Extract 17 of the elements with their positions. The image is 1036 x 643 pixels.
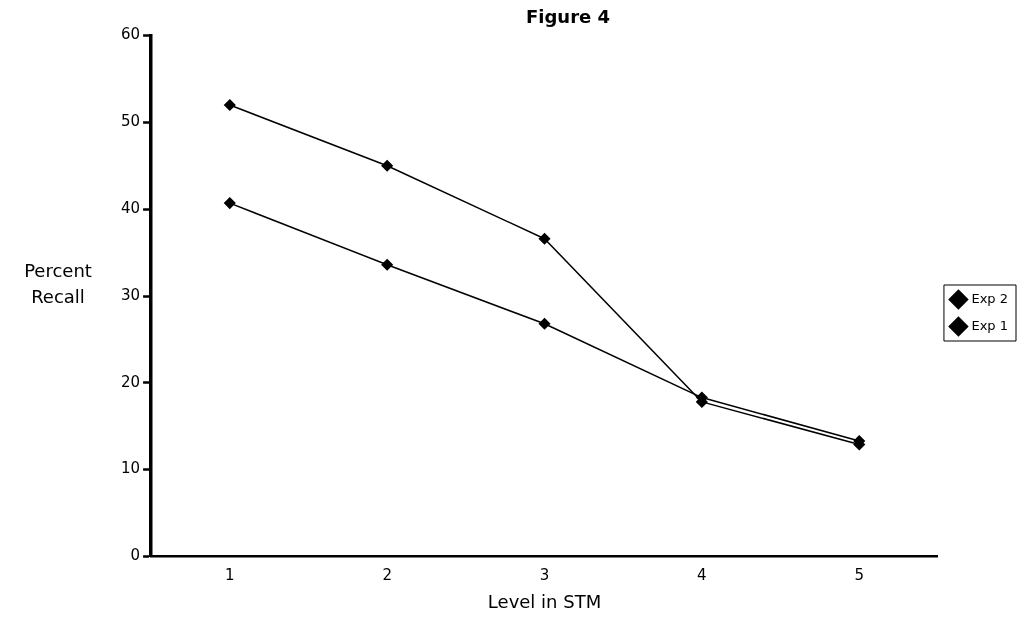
x-tick-label: 4: [697, 566, 707, 585]
y-tick-label: 40: [120, 199, 141, 218]
y-tick-label: 10: [120, 459, 141, 478]
x-tick-label: 3: [539, 566, 550, 585]
x-tick-label: 2: [382, 566, 392, 585]
y-tick-label: 60: [120, 25, 141, 44]
legend-label: Exp 2: [971, 290, 1008, 306]
legend-label: Exp 1: [971, 317, 1008, 333]
y-tick-label: 0: [130, 546, 141, 565]
y-tick-label: 30: [120, 285, 141, 304]
y-axis-title: Percent Recall: [23, 259, 93, 309]
y-tick-label: 50: [120, 112, 141, 131]
chart-title: Figure 4: [525, 6, 611, 28]
x-axis-title: Level in STM: [487, 590, 602, 612]
y-tick-label: 20: [120, 372, 141, 391]
x-tick-label: 1: [225, 566, 235, 585]
x-tick-label: 5: [854, 566, 865, 585]
